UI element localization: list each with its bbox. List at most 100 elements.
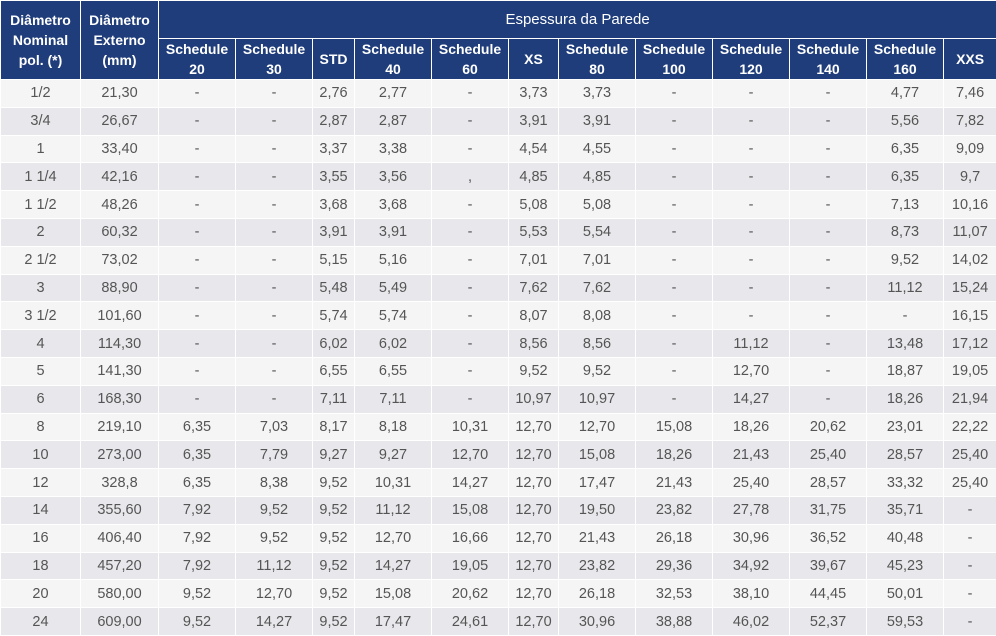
nominal-cell: 5 — [1, 357, 81, 385]
thickness-cell: 5,15 — [313, 246, 355, 274]
thickness-cell: 32,53 — [636, 580, 713, 608]
thickness-cell: - — [236, 385, 313, 413]
column-header-line: Schedule — [713, 39, 789, 59]
external-cell: 48,26 — [81, 191, 159, 219]
thickness-cell: 10,31 — [432, 413, 509, 441]
header-line: Diâmetro — [1, 10, 80, 30]
thickness-cell: 4,77 — [867, 80, 944, 108]
column-header-line: Schedule — [636, 39, 712, 59]
thickness-cell: 10,97 — [559, 385, 636, 413]
nominal-cell: 3/4 — [1, 107, 81, 135]
thickness-cell: - — [236, 357, 313, 385]
thickness-cell: 7,92 — [159, 496, 236, 524]
column-header: STD — [313, 39, 355, 80]
thickness-cell: - — [790, 135, 867, 163]
thickness-cell: - — [944, 580, 996, 608]
thickness-cell: - — [432, 385, 509, 413]
thickness-cell: 16,66 — [432, 524, 509, 552]
wall-thickness-group-header: Espessura da Parede — [159, 1, 996, 39]
thickness-cell: 2,76 — [313, 80, 355, 108]
thickness-cell: - — [713, 274, 790, 302]
thickness-cell: - — [713, 246, 790, 274]
thickness-cell: 9,52 — [236, 524, 313, 552]
thickness-cell: 7,01 — [509, 246, 559, 274]
external-cell: 355,60 — [81, 496, 159, 524]
thickness-cell: - — [636, 357, 713, 385]
column-header-line: Schedule — [159, 39, 235, 59]
external-cell: 168,30 — [81, 385, 159, 413]
column-header-line: Schedule — [236, 39, 312, 59]
header-line: Externo — [81, 30, 158, 50]
thickness-cell: 11,07 — [944, 218, 996, 246]
column-header-line: Schedule — [432, 39, 508, 59]
column-header-line: 160 — [867, 59, 943, 79]
thickness-cell: 7,82 — [944, 107, 996, 135]
thickness-cell: 16,15 — [944, 302, 996, 330]
thickness-cell: 30,96 — [713, 524, 790, 552]
thickness-cell: 9,52 — [236, 496, 313, 524]
external-cell: 26,67 — [81, 107, 159, 135]
nominal-cell: 18 — [1, 552, 81, 580]
thickness-cell: - — [636, 274, 713, 302]
column-header-line: Schedule — [867, 39, 943, 59]
external-cell: 141,30 — [81, 357, 159, 385]
thickness-cell: 6,35 — [867, 135, 944, 163]
thickness-cell: 52,37 — [790, 608, 867, 636]
thickness-cell: - — [432, 107, 509, 135]
nominal-cell: 1 1/4 — [1, 163, 81, 191]
thickness-cell: 38,88 — [636, 608, 713, 636]
external-cell: 33,40 — [81, 135, 159, 163]
thickness-cell: 12,70 — [509, 524, 559, 552]
column-header-line: 30 — [236, 59, 312, 79]
thickness-cell: 25,40 — [713, 469, 790, 497]
nominal-diameter-header: Diâmetro Nominal pol. (*) — [1, 1, 81, 80]
thickness-cell: 34,92 — [713, 552, 790, 580]
thickness-cell: 6,02 — [313, 330, 355, 358]
thickness-cell: 11,12 — [713, 330, 790, 358]
column-header-line: 120 — [713, 59, 789, 79]
thickness-cell: 14,02 — [944, 246, 996, 274]
thickness-cell: 15,24 — [944, 274, 996, 302]
thickness-cell: 6,35 — [159, 469, 236, 497]
thickness-cell: 3,38 — [355, 135, 432, 163]
thickness-cell: 6,02 — [355, 330, 432, 358]
thickness-cell: 7,92 — [159, 524, 236, 552]
thickness-cell: 24,61 — [432, 608, 509, 636]
thickness-cell: - — [790, 163, 867, 191]
thickness-cell: - — [236, 302, 313, 330]
thickness-cell: 5,16 — [355, 246, 432, 274]
thickness-cell: 4,54 — [509, 135, 559, 163]
thickness-cell: - — [713, 302, 790, 330]
thickness-cell: 9,52 — [313, 552, 355, 580]
external-diameter-header: Diâmetro Externo (mm) — [81, 1, 159, 80]
thickness-cell: 21,43 — [559, 524, 636, 552]
thickness-cell: - — [944, 524, 996, 552]
external-cell: 60,32 — [81, 218, 159, 246]
thickness-cell: 5,08 — [509, 191, 559, 219]
thickness-cell: - — [236, 274, 313, 302]
thickness-cell: 6,55 — [355, 357, 432, 385]
nominal-cell: 3 1/2 — [1, 302, 81, 330]
thickness-cell: 19,50 — [559, 496, 636, 524]
thickness-cell: 7,03 — [236, 413, 313, 441]
thickness-cell: - — [636, 302, 713, 330]
column-header-line: Schedule — [355, 39, 431, 59]
external-cell: 609,00 — [81, 608, 159, 636]
thickness-cell: - — [159, 302, 236, 330]
thickness-cell: - — [713, 107, 790, 135]
thickness-cell: - — [432, 80, 509, 108]
thickness-cell: - — [432, 302, 509, 330]
thickness-cell: 9,7 — [944, 163, 996, 191]
thickness-cell: - — [159, 107, 236, 135]
thickness-cell: 7,11 — [313, 385, 355, 413]
thickness-cell: 27,78 — [713, 496, 790, 524]
column-header-line: Schedule — [559, 39, 635, 59]
thickness-cell: - — [159, 357, 236, 385]
